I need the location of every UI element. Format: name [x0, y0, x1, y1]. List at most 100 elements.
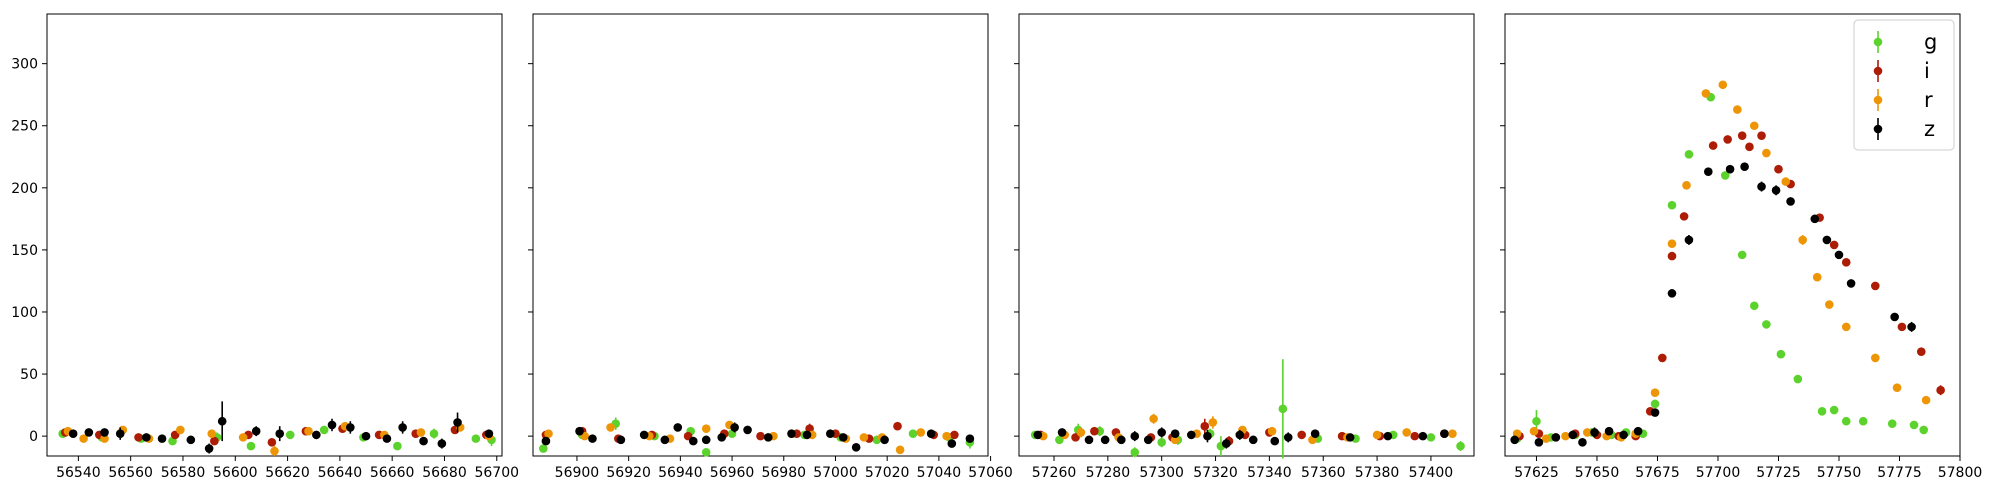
data-point — [1733, 105, 1742, 114]
data-point — [453, 418, 462, 427]
data-point — [1740, 162, 1749, 172]
axes-frame — [1018, 13, 1475, 457]
x-tick-label: 57320 — [1193, 465, 1238, 481]
data-point — [1667, 251, 1677, 261]
data-point — [238, 433, 248, 442]
data-point — [1684, 149, 1694, 159]
data-point — [701, 447, 711, 457]
data-point — [1907, 322, 1916, 332]
data-point — [217, 416, 227, 426]
data-point — [1410, 431, 1420, 441]
data-point — [1510, 435, 1519, 445]
data-point — [1200, 421, 1210, 431]
legend-handle-marker — [1873, 66, 1883, 76]
data-point — [1582, 428, 1592, 437]
data-point — [1701, 89, 1711, 98]
data-point — [717, 433, 727, 442]
data-point — [787, 429, 796, 438]
data-point — [1076, 428, 1086, 437]
data-point — [1737, 250, 1747, 260]
data-point — [176, 425, 185, 435]
series-z — [1510, 162, 1916, 447]
data-point — [484, 429, 494, 438]
x-tick-label: 57060 — [968, 465, 1013, 481]
data-point — [398, 423, 407, 432]
data-point — [1157, 438, 1166, 447]
data-point — [730, 423, 739, 432]
panel-1: 56540 56560 56580 56600 56620 56640 56660 56680… — [11, 13, 519, 481]
x-tick-label: 57280 — [1086, 465, 1131, 481]
data-point — [673, 423, 683, 432]
data-point — [346, 423, 355, 432]
legend-label-z: z — [1924, 117, 1935, 141]
data-point — [950, 430, 959, 440]
x-tick-label: 57700 — [1696, 465, 1741, 481]
x-tick-label: 56540 — [56, 465, 101, 481]
data-point — [908, 429, 918, 438]
data-point — [429, 429, 439, 438]
data-point — [1737, 131, 1747, 140]
data-point — [267, 438, 277, 447]
data-point — [1708, 141, 1718, 150]
data-point — [688, 436, 698, 446]
data-point — [1310, 429, 1320, 438]
data-point — [1456, 441, 1465, 451]
data-point — [1418, 431, 1428, 441]
data-point — [393, 441, 402, 451]
data-point — [1776, 349, 1786, 359]
x-tick-label: 57300 — [1139, 465, 1184, 481]
data-point — [142, 433, 151, 442]
data-point — [1117, 435, 1126, 445]
x-tick-label: 57340 — [1247, 465, 1292, 481]
data-point — [1682, 181, 1691, 190]
data-point — [1749, 121, 1759, 131]
data-point — [942, 431, 951, 441]
data-point — [1619, 430, 1628, 440]
data-point — [1919, 425, 1928, 435]
data-point — [880, 435, 889, 445]
x-tick-label: 57400 — [1409, 465, 1454, 481]
data-point — [1834, 250, 1844, 260]
data-point — [802, 430, 812, 440]
data-point — [1130, 447, 1140, 457]
data-point — [1100, 435, 1110, 445]
data-point — [965, 434, 975, 443]
data-point — [1448, 429, 1457, 438]
data-point — [115, 429, 125, 438]
data-point — [1858, 416, 1868, 426]
data-point — [1149, 414, 1158, 424]
legend-frame — [1853, 19, 1955, 151]
data-point — [1143, 435, 1153, 445]
x-tick-label: 56920 — [606, 465, 651, 481]
axes-frame — [532, 13, 989, 457]
data-point — [1762, 148, 1771, 158]
data-point — [1248, 435, 1258, 445]
data-point — [1383, 431, 1393, 441]
x-tick-label: 56960 — [710, 465, 755, 481]
data-point — [1590, 428, 1599, 437]
data-point — [1658, 353, 1667, 363]
data-point — [916, 428, 926, 437]
data-point — [134, 433, 143, 442]
y-tick-label: 0 — [29, 429, 38, 445]
series-z — [68, 401, 494, 454]
y-tick-label: 300 — [11, 57, 38, 73]
data-point — [1235, 430, 1245, 440]
data-point — [1774, 164, 1783, 174]
series-r — [63, 421, 494, 456]
data-point — [416, 428, 426, 437]
data-point — [1529, 426, 1539, 436]
data-point — [1170, 429, 1180, 438]
data-point — [660, 435, 670, 445]
data-point — [1372, 430, 1382, 440]
data-point — [1402, 428, 1411, 437]
legend-handle-marker — [1873, 37, 1883, 47]
data-point — [1812, 272, 1822, 282]
data-point — [304, 426, 313, 436]
x-tick-label: 56680 — [422, 465, 467, 481]
data-point — [1267, 426, 1277, 436]
data-point — [437, 439, 447, 448]
data-point — [616, 435, 626, 445]
data-point — [1679, 212, 1689, 221]
data-point — [270, 446, 279, 456]
